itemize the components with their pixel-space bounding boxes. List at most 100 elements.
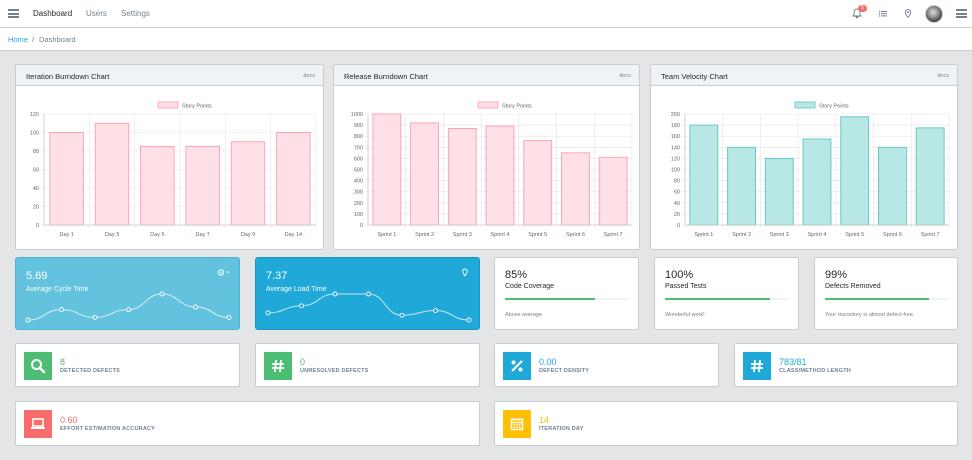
aside-menu-toggle-icon[interactable] [956, 9, 967, 18]
progress-bar-fill [825, 298, 930, 300]
x-tick-label: Sprint 4 [808, 232, 827, 238]
sparkline-point [59, 307, 64, 313]
iteration-day-card: 14 ITERATION DAY [494, 401, 958, 446]
card-title: Team Velocity Chart [661, 72, 728, 81]
user-avatar[interactable] [925, 5, 943, 23]
x-tick-label: Sprint 5 [845, 232, 864, 238]
progress-bar [825, 298, 949, 300]
app-header [0, 0, 972, 28]
y-tick-label: 400 [354, 179, 363, 185]
x-tick-label: Day 9 [241, 232, 255, 238]
sparkline-point [366, 291, 371, 297]
list-icon[interactable] [878, 8, 888, 19]
metric-label: EFFORT ESTIMATION ACCURACY [60, 426, 156, 432]
cycle-time-value: 5.69 [26, 270, 48, 282]
code-coverage-card: 85% Code Coverage Above average [494, 257, 639, 330]
bar [372, 113, 402, 226]
y-tick-label: 600 [354, 156, 363, 162]
x-tick-label: Sprint 4 [491, 232, 510, 238]
defect-density-card: 0.00 DEFECT DENSITY [494, 343, 719, 387]
load-time-label: Average Load Time [266, 286, 327, 293]
legend-swatch [794, 101, 816, 109]
bar [802, 138, 832, 226]
docs-link[interactable]: docs [303, 73, 315, 79]
card-header: Release Burndown Chart docs [334, 65, 639, 86]
progress-note: Your repository is almost defect-free. [825, 312, 915, 318]
y-tick-label: 40 [33, 186, 39, 192]
average-cycle-time-tile: 5.69 Average Cycle Time [15, 257, 240, 330]
bar [276, 132, 311, 226]
y-tick-label: 700 [354, 145, 363, 151]
metric-value: 0.00 [539, 357, 557, 367]
nav-users[interactable]: Users [86, 9, 107, 18]
breadcrumb-home[interactable]: Home [8, 35, 29, 44]
bar [185, 145, 220, 226]
y-tick-label: 500 [354, 168, 363, 174]
sparkline-point [466, 317, 472, 323]
settings-dropdown-icon[interactable] [216, 268, 230, 277]
progress-value: 99% [825, 269, 848, 281]
team-velocity-card: Team Velocity Chart docs Story Points 0 20… [650, 64, 958, 250]
bar [764, 157, 794, 226]
nav-dashboard[interactable]: Dashboard [33, 9, 73, 18]
x-tick-label: Sprint 5 [528, 232, 547, 238]
breadcrumb [0, 28, 972, 51]
icon-box [743, 352, 771, 380]
bar [94, 122, 130, 226]
legend-swatch [157, 101, 179, 109]
sidebar-toggle-icon[interactable] [8, 9, 19, 18]
y-tick-label: 20 [674, 212, 680, 218]
icon-box [503, 352, 531, 380]
x-tick-label: Sprint 6 [566, 232, 585, 238]
y-tick-label: 140 [671, 145, 680, 151]
sparkline-path [267, 293, 470, 321]
sparkline-point [399, 312, 405, 318]
sparkline-point [193, 304, 198, 310]
y-tick-label: 100 [671, 168, 680, 174]
progress-note: Wonderful work! [665, 312, 705, 318]
x-tick-label: Day 14 [285, 232, 302, 238]
metric-label: UNRESOLVED DEFECTS [300, 368, 369, 374]
y-tick-label: 300 [354, 190, 363, 196]
bar [447, 127, 477, 226]
docs-link[interactable]: docs [619, 73, 631, 79]
percent-icon [511, 360, 523, 372]
y-tick-label: 0 [36, 223, 39, 229]
location-pin-icon[interactable] [461, 268, 469, 277]
docs-link[interactable]: docs [937, 73, 949, 79]
card-header: Iteration Burndown Chart docs [16, 65, 323, 86]
metric-value: 14 [539, 415, 550, 425]
bar [598, 156, 628, 226]
x-tick-label: Day 3 [105, 232, 119, 238]
x-tick-label: Sprint 2 [415, 232, 434, 238]
y-tick-label: 200 [354, 201, 363, 207]
y-tick-label: 80 [33, 149, 39, 155]
average-load-time-tile: 7.37 Average Load Time [255, 257, 480, 330]
y-tick-label: 900 [354, 123, 363, 129]
iteration-burndown-card: Iteration Burndown Chart docs Story Poin… [15, 64, 324, 250]
cycle-time-label: Average Cycle Time [26, 286, 89, 293]
progress-bar-fill [665, 298, 771, 300]
y-tick-label: 80 [674, 179, 680, 185]
bar [727, 146, 756, 226]
metric-label: DETECTED DEFECTS [60, 368, 121, 374]
hash-icon [272, 359, 284, 373]
metric-label: DEFECT DENSITY [539, 368, 590, 374]
y-tick-label: 60 [33, 168, 39, 174]
legend-label: Story Points [182, 104, 212, 110]
sparkline-point [433, 308, 438, 313]
legend-label: Story Points [502, 104, 532, 110]
metric-label: CLASS/METHOD LENGTH [779, 368, 851, 374]
x-tick-label: Sprint 1 [377, 232, 396, 238]
defects-removed-card: 99% Defects Removed Your repository is a… [814, 257, 958, 330]
bar [689, 124, 719, 226]
bar [230, 141, 266, 226]
location-pin-icon[interactable] [903, 8, 913, 19]
progress-bar [505, 298, 629, 300]
nav-settings[interactable]: Settings [121, 9, 150, 18]
release-burndown-card: Release Burndown Chart docs Story Points… [333, 64, 640, 250]
sparkline-point [332, 291, 338, 297]
sparkline-point [92, 314, 98, 320]
hash-icon [751, 359, 763, 373]
bar [410, 122, 439, 226]
